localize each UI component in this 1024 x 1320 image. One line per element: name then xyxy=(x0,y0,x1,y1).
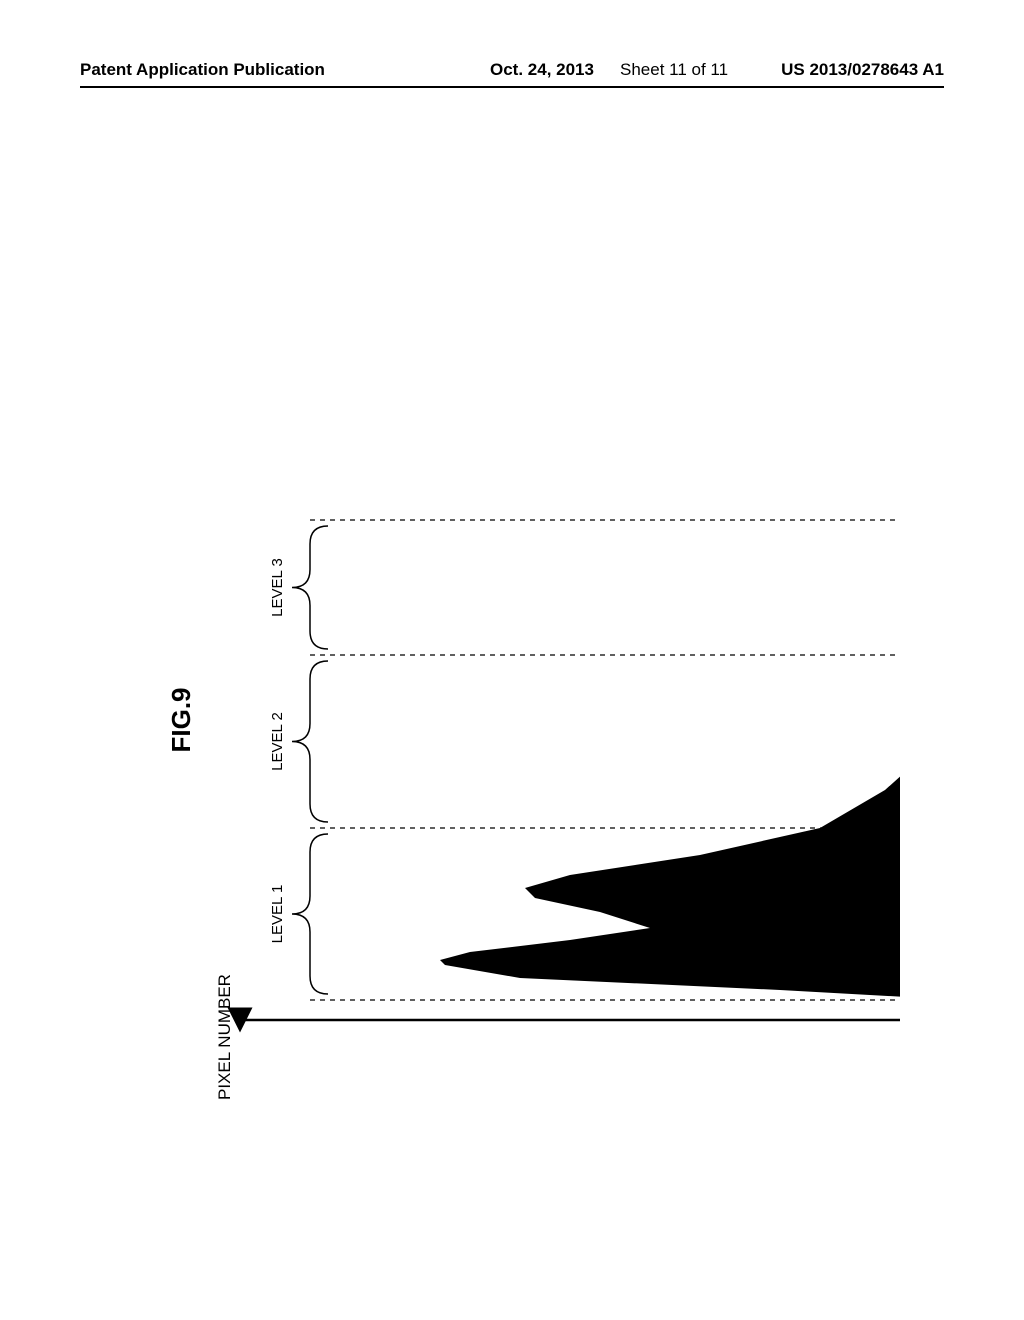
header-publication-number: US 2013/0278643 A1 xyxy=(781,60,944,80)
header-date: Oct. 24, 2013 xyxy=(490,60,594,80)
svg-text:LEVEL 1: LEVEL 1 xyxy=(269,885,286,944)
header-sheet-number: Sheet 11 of 11 xyxy=(620,60,728,80)
svg-text:FIG.9: FIG.9 xyxy=(166,687,196,752)
svg-text:LEVEL 2: LEVEL 2 xyxy=(269,712,286,771)
page: Patent Application Publication Oct. 24, … xyxy=(0,0,1024,1320)
svg-text:LEVEL 3: LEVEL 3 xyxy=(269,558,286,617)
svg-text:PIXEL NUMBER: PIXEL NUMBER xyxy=(215,974,234,1100)
figure-9: FIG.9PIXEL NUMBER2550PIXEL VALUELEVEL 1L… xyxy=(140,160,900,1160)
page-header: Patent Application Publication Oct. 24, … xyxy=(80,60,944,88)
header-publication-type: Patent Application Publication xyxy=(80,60,325,80)
figure-svg: FIG.9PIXEL NUMBER2550PIXEL VALUELEVEL 1L… xyxy=(140,160,900,1160)
